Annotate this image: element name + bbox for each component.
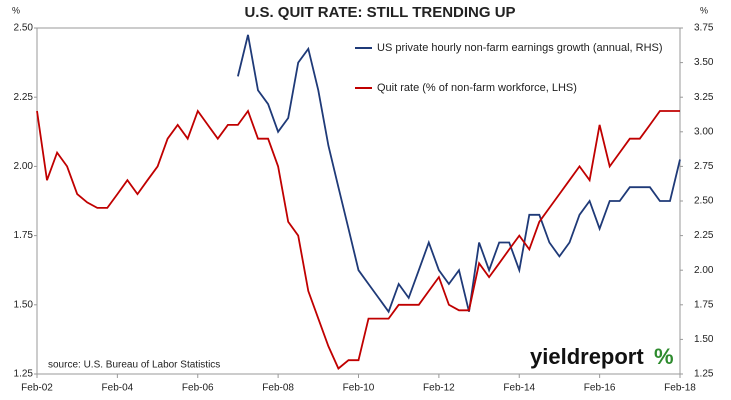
series-line <box>237 34 681 314</box>
logo: yieldreport <box>530 344 644 369</box>
x-tick-label: Feb-02 <box>21 383 53 394</box>
y2-tick-label: 1.50 <box>694 334 714 345</box>
x-tick-label: Feb-18 <box>664 383 696 394</box>
y2-axis-label: % <box>700 5 708 15</box>
plot-frame <box>36 27 681 375</box>
y2-tick-label: 3.50 <box>694 57 714 68</box>
y2-tick-label: 1.75 <box>694 299 714 310</box>
x-tick-label: Feb-04 <box>102 383 134 394</box>
series-line <box>36 109 680 370</box>
x-tick-label: Feb-12 <box>423 383 455 394</box>
x-tick-label: Feb-14 <box>503 383 535 394</box>
chart-title: U.S. QUIT RATE: STILL TRENDING UP <box>244 4 515 21</box>
x-tick-label: Feb-10 <box>343 383 375 394</box>
x-tick-label: Feb-06 <box>182 383 214 394</box>
x-tick-label: Feb-16 <box>584 383 616 394</box>
y-tick-label: 1.75 <box>14 230 34 241</box>
legend-entry: Quit rate (% of non-farm workforce, LHS) <box>377 82 577 94</box>
y-tick-label: 1.25 <box>14 369 34 380</box>
y-tick-label: 2.50 <box>14 23 34 34</box>
y2-tick-label: 3.25 <box>694 92 714 103</box>
y-tick-label: 2.25 <box>14 92 34 103</box>
y2-tick-label: 2.25 <box>694 230 714 241</box>
logo-mark: % <box>654 344 674 369</box>
y2-tick-label: 2.00 <box>694 265 714 276</box>
y2-tick-label: 2.75 <box>694 161 714 172</box>
y2-tick-label: 1.25 <box>694 369 714 380</box>
y2-tick-label: 3.00 <box>694 126 714 137</box>
legend-entry: US private hourly non-farm earnings grow… <box>377 42 663 54</box>
y-axis-label: % <box>12 5 20 15</box>
source-note: source: U.S. Bureau of Labor Statistics <box>48 360 220 371</box>
y2-tick-label: 2.50 <box>694 196 714 207</box>
x-tick-label: Feb-08 <box>262 383 294 394</box>
y2-tick-label: 3.75 <box>694 23 714 34</box>
y-tick-label: 1.50 <box>14 299 34 310</box>
y-tick-label: 2.00 <box>14 161 34 172</box>
